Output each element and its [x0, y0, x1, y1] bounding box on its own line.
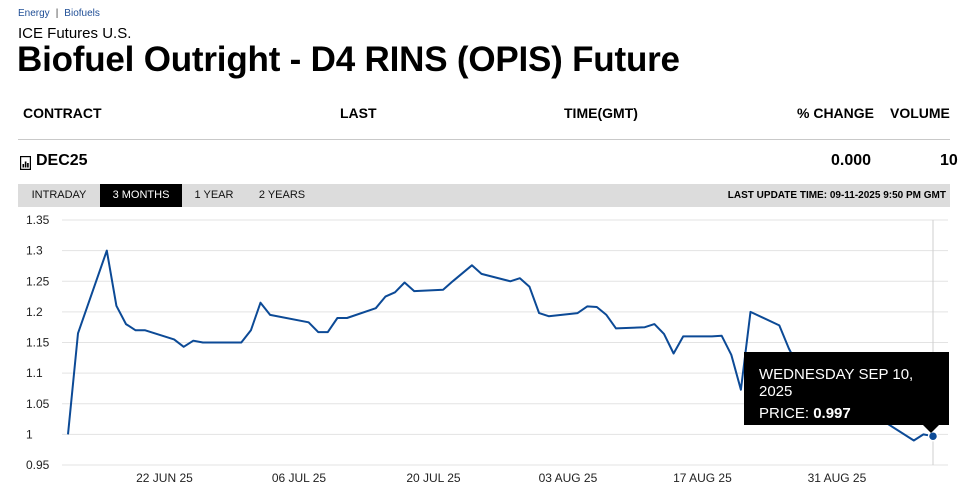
- header-time: TIME(GMT): [564, 105, 638, 121]
- tab-intraday[interactable]: INTRADAY: [31, 189, 87, 201]
- chart-icon[interactable]: [20, 156, 31, 170]
- x-tick-label: 22 JUN 25: [136, 471, 193, 485]
- y-tick-label: 1.1: [26, 366, 43, 380]
- x-tick-label: 06 JUL 25: [272, 471, 327, 485]
- y-tick-label: 1.05: [26, 397, 50, 411]
- y-tick-label: 1: [26, 427, 33, 441]
- header-last: LAST: [340, 105, 377, 121]
- contract-code[interactable]: DEC25: [36, 152, 88, 169]
- header-divider: [18, 139, 950, 140]
- volume-value: 10: [940, 152, 958, 169]
- last-update-time: LAST UPDATE TIME: 09-11-2025 9:50 PM GMT: [727, 190, 946, 201]
- tooltip-price: PRICE: 0.997: [759, 405, 949, 422]
- page-title: Biofuel Outright - D4 RINS (OPIS) Future: [17, 40, 680, 79]
- price-chart[interactable]: 1.35 1.3 1.25 1.2 1.15 1.1 1.05 1 0.95 22 JUN 25…: [0, 207, 980, 493]
- header-volume: VOLUME: [890, 105, 950, 121]
- price-tooltip: WEDNESDAY SEP 10, 2025 PRICE: 0.997: [744, 352, 949, 425]
- y-tick-label: 1.3: [26, 244, 43, 258]
- y-tick-label: 1.25: [26, 274, 50, 288]
- exchange-name: ICE Futures U.S.: [18, 25, 132, 42]
- x-tick-label: 31 AUG 25: [808, 471, 867, 485]
- y-tick-label: 1.35: [26, 213, 50, 227]
- hover-point: [927, 430, 939, 442]
- tooltip-price-label: PRICE:: [759, 405, 810, 422]
- header-contract: CONTRACT: [23, 105, 102, 121]
- header-change: % CHANGE: [797, 105, 875, 121]
- tooltip-price-value: 0.997: [813, 405, 851, 422]
- range-tabs: INTRADAY 3 MONTHS 1 YEAR 2 YEARS LAST UP…: [18, 184, 950, 207]
- y-tick-label: 1.2: [26, 305, 43, 319]
- breadcrumb-separator: |: [55, 8, 59, 19]
- y-tick-label: 0.95: [26, 458, 50, 472]
- breadcrumb: Energy | Biofuels: [18, 8, 100, 19]
- tab-1-year[interactable]: 1 YEAR: [194, 189, 234, 201]
- tab-2-years[interactable]: 2 YEARS: [258, 189, 306, 201]
- tooltip-arrow: [922, 424, 940, 433]
- tab-3-months[interactable]: 3 MONTHS: [100, 184, 182, 207]
- tooltip-date: WEDNESDAY SEP 10, 2025: [759, 366, 914, 400]
- breadcrumb-item-energy[interactable]: Energy: [18, 8, 50, 19]
- y-tick-label: 1.15: [26, 336, 50, 350]
- x-tick-label: 03 AUG 25: [539, 471, 598, 485]
- percent-change: 0.000: [831, 152, 872, 169]
- x-tick-label: 17 AUG 25: [673, 471, 732, 485]
- x-tick-label: 20 JUL 25: [406, 471, 461, 485]
- breadcrumb-item-biofuels[interactable]: Biofuels: [64, 8, 100, 19]
